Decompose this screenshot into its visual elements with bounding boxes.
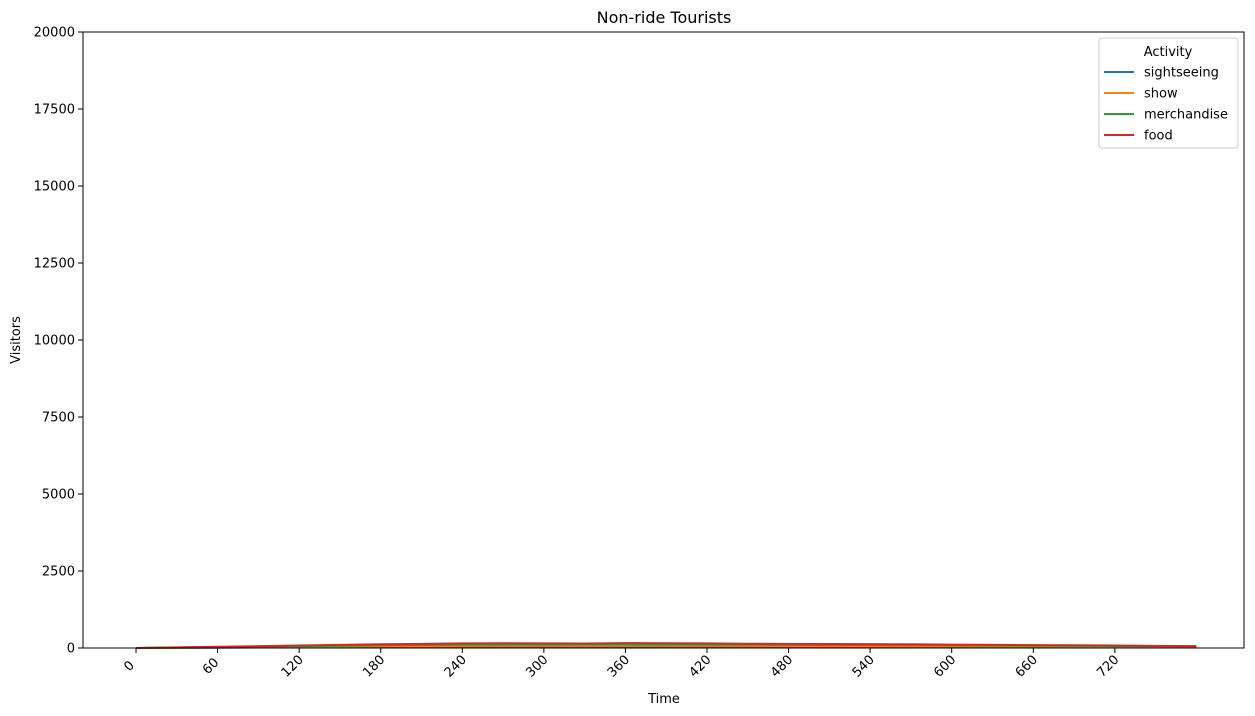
- x-tick-label: 0: [121, 658, 137, 674]
- x-tick-label: 720: [1094, 652, 1122, 680]
- x-tick-label: 540: [850, 652, 878, 680]
- y-tick-label: 17500: [34, 103, 75, 118]
- y-tick-label: 5000: [42, 488, 75, 503]
- x-tick-label: 240: [442, 652, 470, 680]
- x-axis-label: Time: [647, 692, 680, 707]
- legend-label-show: show: [1144, 87, 1178, 102]
- legend-label-merchandise: merchandise: [1144, 108, 1228, 123]
- legend-label-sightseeing: sightseeing: [1144, 66, 1219, 81]
- y-tick-label: 15000: [34, 180, 75, 195]
- series-line-food: [136, 642, 1197, 649]
- y-tick-label: 10000: [34, 334, 75, 349]
- y-tick-label: 12500: [34, 257, 75, 272]
- y-tick-label: 20000: [34, 26, 75, 41]
- y-axis-ticks: 0 2500 5000 7500 10000 12500 15000 17500 20000: [34, 26, 83, 657]
- y-tick-label: 2500: [42, 565, 75, 580]
- series-lines: [136, 642, 1197, 649]
- plot-frame: [82, 31, 1245, 649]
- y-tick-label: 7500: [42, 411, 75, 426]
- legend: Activity sightseeing show merchandise food: [1098, 37, 1239, 149]
- plot-area: [83, 32, 1244, 648]
- x-axis-ticks: 0 60 120 180 240 300 360 420 480 540 600 660 720: [121, 648, 1122, 681]
- legend-label-food: food: [1144, 129, 1173, 144]
- legend-title: Activity: [1144, 45, 1193, 60]
- x-tick-label: 300: [523, 652, 551, 680]
- x-tick-label: 420: [686, 652, 714, 680]
- y-axis-label: Visitors: [9, 316, 24, 364]
- x-tick-label: 360: [605, 652, 633, 680]
- x-tick-label: 180: [360, 652, 388, 680]
- x-tick-label: 600: [931, 652, 959, 680]
- x-tick-label: 120: [279, 652, 307, 680]
- y-tick-label: 0: [67, 642, 75, 657]
- x-tick-label: 60: [200, 655, 222, 677]
- x-tick-label: 480: [768, 652, 796, 680]
- x-tick-label: 660: [1013, 652, 1041, 680]
- legend-box: [1098, 37, 1239, 149]
- chart-title: Non-ride Tourists: [597, 8, 732, 27]
